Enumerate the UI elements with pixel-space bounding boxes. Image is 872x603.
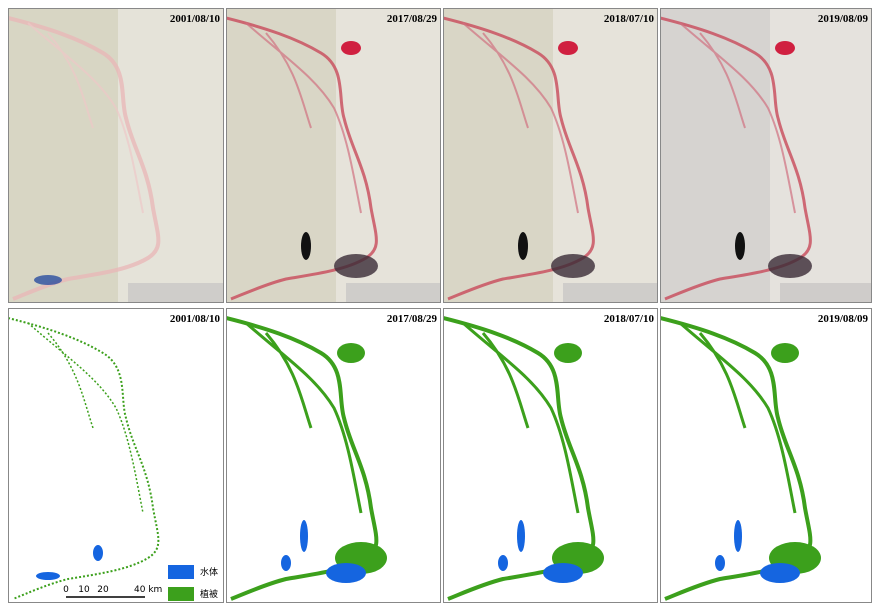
map-panel: 2019/08/09 <box>660 308 872 603</box>
water-patch <box>300 520 308 552</box>
map-panel: 2019/08/09 <box>660 8 872 303</box>
lake <box>341 41 361 55</box>
vegetation-patch <box>337 343 365 363</box>
sand-band <box>346 283 446 303</box>
map-panel: 2018/07/10 <box>443 8 663 303</box>
map-panel: 2017/08/29 <box>226 308 441 603</box>
water-patch <box>715 555 725 571</box>
date-label: 2017/08/29 <box>387 13 438 25</box>
wetland <box>334 254 378 278</box>
legend-swatch <box>168 565 194 579</box>
scale-label: 40 km <box>134 585 162 595</box>
water-patch <box>498 555 508 571</box>
lake <box>34 275 62 285</box>
date-label: 2018/07/10 <box>604 13 655 25</box>
date-label: 2019/08/09 <box>818 313 869 325</box>
water-patch <box>281 555 291 571</box>
vegetation-patch <box>771 343 799 363</box>
sand-band <box>128 283 228 303</box>
map-panel: 2017/08/29 <box>226 8 446 303</box>
water-patch <box>36 572 60 580</box>
scale-label: 10 <box>78 585 90 595</box>
map-panel: 2001/08/10 <box>8 308 224 603</box>
sand-band <box>780 283 872 303</box>
desert-texture <box>118 8 228 303</box>
legend-swatch <box>168 587 194 601</box>
map-panel: 2001/08/10 <box>8 8 228 303</box>
date-label: 2017/08/29 <box>387 313 438 325</box>
water-patch <box>760 563 800 583</box>
wetland <box>301 232 311 260</box>
date-label: 2018/07/10 <box>604 313 655 325</box>
vegetation-patch <box>554 343 582 363</box>
water-patch <box>326 563 366 583</box>
wetland <box>551 254 595 278</box>
water-patch <box>517 520 525 552</box>
map-background <box>660 308 872 603</box>
wetland <box>735 232 745 260</box>
map-background <box>226 308 441 603</box>
map-background <box>8 308 224 603</box>
legend-label: 水体 <box>200 566 218 578</box>
wetland <box>518 232 528 260</box>
date-label: 2001/08/10 <box>170 13 221 25</box>
water-patch <box>543 563 583 583</box>
date-label: 2019/08/09 <box>818 13 869 25</box>
wetland <box>768 254 812 278</box>
map-background <box>443 308 658 603</box>
scale-label: 0 <box>63 585 69 595</box>
lake <box>558 41 578 55</box>
lake <box>775 41 795 55</box>
legend-label: 植被 <box>200 588 218 600</box>
map-panel: 2018/07/10 <box>443 308 658 603</box>
date-label: 2001/08/10 <box>170 313 221 325</box>
water-patch <box>734 520 742 552</box>
water-patch <box>93 545 103 561</box>
figure: 2001/08/10 2017/08/29 2018/07/10 2019/08/09… <box>0 0 872 603</box>
sand-band <box>563 283 663 303</box>
scale-label: 20 <box>97 585 109 595</box>
